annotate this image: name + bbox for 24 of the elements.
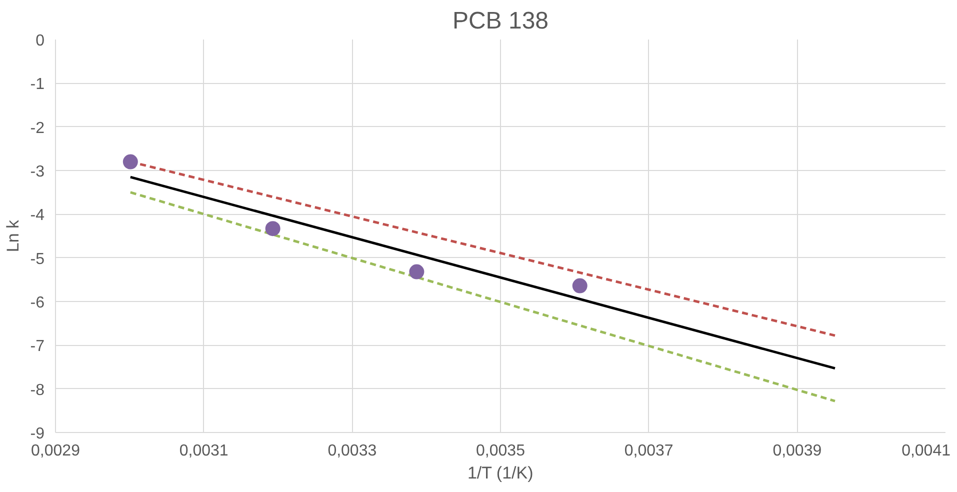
point: [572, 278, 588, 294]
point: [409, 264, 424, 280]
x-tick-label: 0,0039: [772, 442, 822, 460]
y-tick-label: -6: [30, 294, 45, 312]
point: [265, 221, 280, 236]
y-tick-label: 0: [36, 32, 45, 50]
chart-title: PCB 138: [452, 8, 549, 34]
x-tick-label: 0,0029: [31, 442, 80, 460]
y-tick-label: -9: [30, 426, 45, 442]
x-tick-label: 0,0041: [902, 442, 951, 460]
y-tick-label: -5: [30, 250, 45, 268]
x-tick-label: 0,0031: [179, 442, 228, 460]
y-tick-label: -1: [30, 76, 45, 94]
y-tick-label: -8: [30, 382, 45, 399]
x-tick-label: 0,0037: [624, 442, 674, 460]
x-axis-title: 1/T (1/K): [467, 464, 534, 482]
y-axis-title: Ln k: [3, 219, 22, 252]
point: [122, 154, 138, 170]
y-tick-label: -2: [30, 120, 45, 137]
y-tick-label: -3: [30, 164, 45, 180]
x-tick-label: 0,0035: [476, 442, 526, 460]
x-tick-label: 0,0033: [328, 442, 377, 460]
y-tick-label: -7: [30, 338, 45, 356]
y-tick-label: -4: [30, 207, 45, 224]
